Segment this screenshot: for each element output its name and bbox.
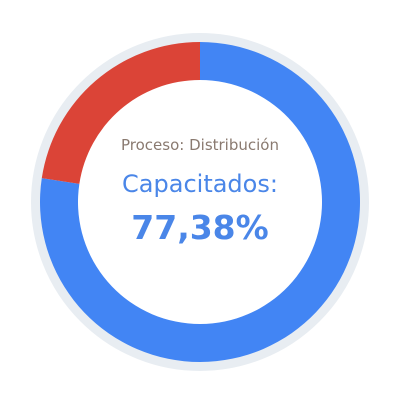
process-label: Proceso: Distribución — [121, 136, 279, 154]
slices-group — [40, 42, 361, 362]
donut-slice-2 — [41, 42, 200, 184]
trained-caption: Capacitados: — [122, 170, 278, 198]
outer-ring-track — [31, 33, 369, 371]
trained-percentage: 77,38% — [131, 208, 269, 247]
